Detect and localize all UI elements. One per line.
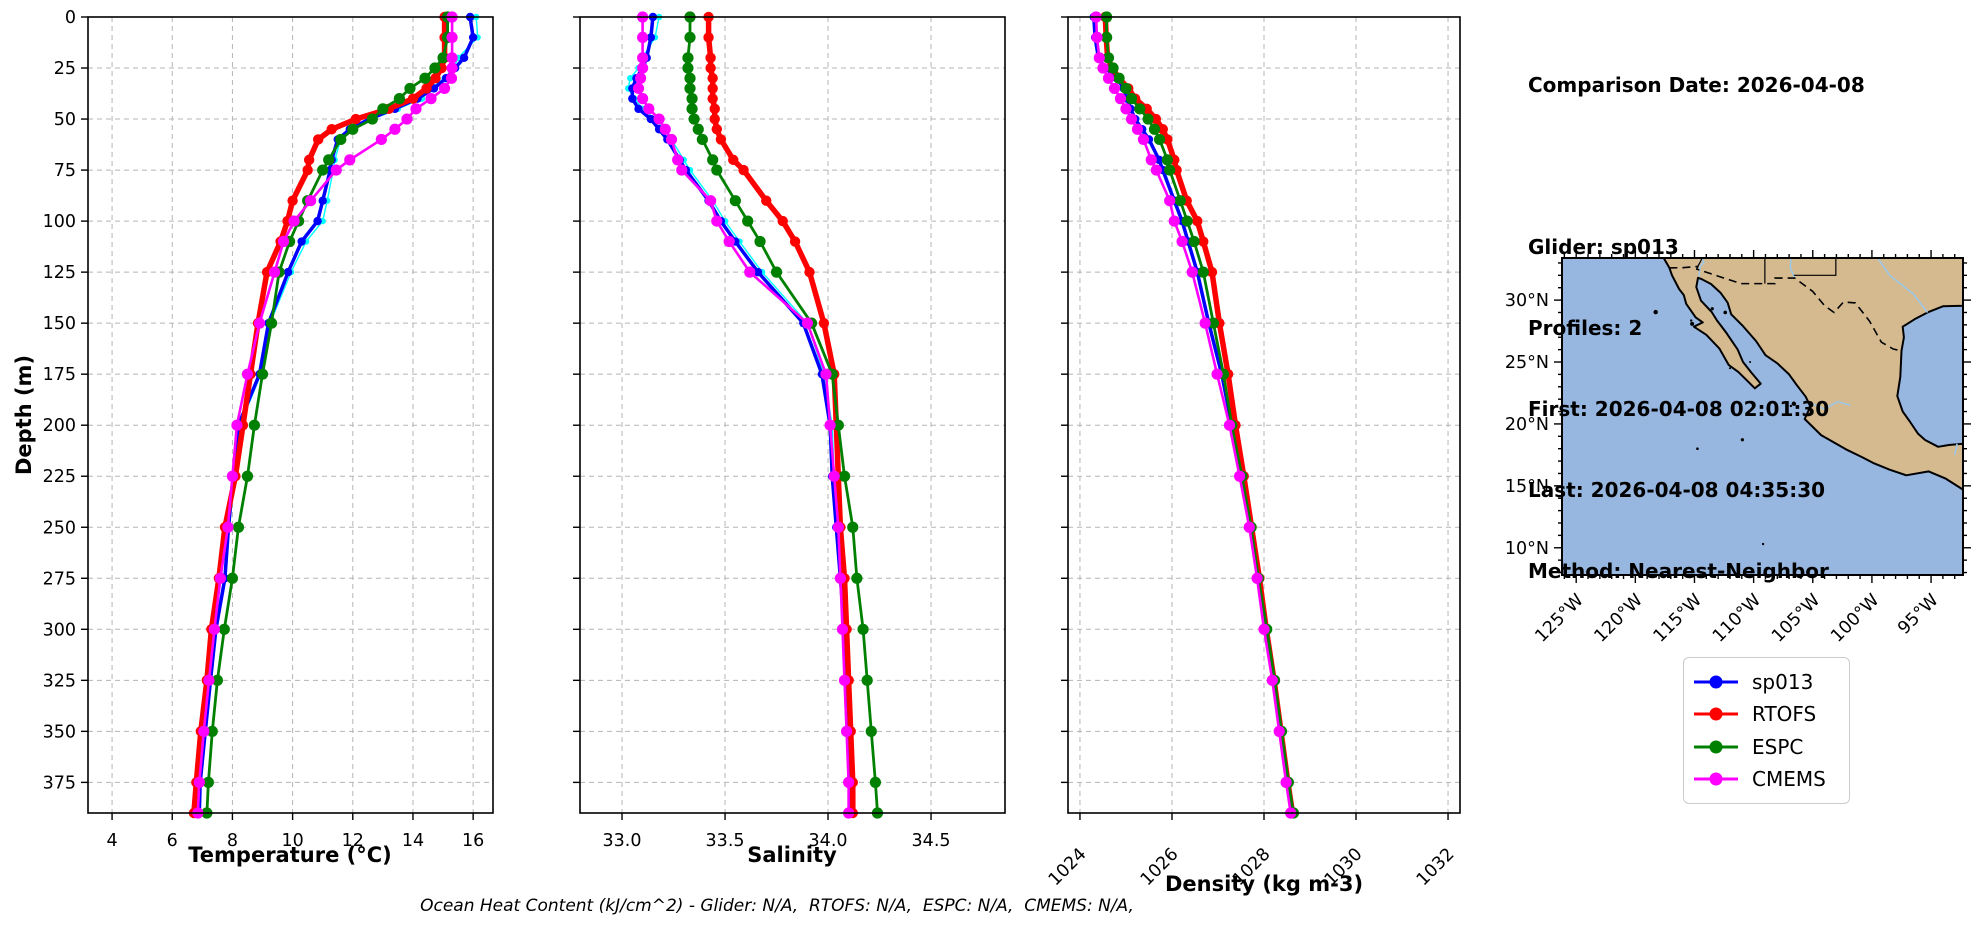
- temperature-xtick-labels: 4 6 8 10 12 14 16: [107, 831, 485, 851]
- svg-text:125: 125: [43, 263, 76, 283]
- svg-text:30°N: 30°N: [1505, 291, 1549, 311]
- salinity-series-ESPC: [682, 11, 884, 819]
- temperature-series-RTOFS: [188, 11, 450, 819]
- svg-text:25: 25: [54, 59, 76, 79]
- svg-text:95°W: 95°W: [1894, 590, 1942, 638]
- espc-line-swatch: [1694, 740, 1738, 754]
- svg-text:4: 4: [107, 831, 118, 851]
- temperature-ticks: [81, 16, 474, 820]
- svg-text:325: 325: [43, 671, 76, 691]
- svg-text:10: 10: [281, 831, 303, 851]
- legend-label-espc: ESPC: [1752, 734, 1804, 759]
- svg-text:150: 150: [43, 314, 76, 334]
- svg-text:375: 375: [43, 773, 76, 793]
- map-state-borders: [1697, 258, 1837, 284]
- svg-text:25°N: 25°N: [1505, 353, 1549, 373]
- cmems-line-swatch: [1694, 772, 1738, 786]
- temperature-gridlines: [88, 16, 493, 813]
- density-series-ESPC: [1101, 11, 1300, 819]
- sp013-line-swatch: [1694, 675, 1738, 689]
- map-ticks: [1554, 250, 1971, 583]
- first-profile-time-text: First: 2026-04-08 02:01:30: [1528, 397, 1830, 421]
- depth-tick-labels: 0 25 50 75 100 125 150 175 200 225 250 275 300 325 350…: [43, 8, 76, 793]
- panel-temperature: 4 6 8 10 12 14 16 0 25 50 75 100 125 150 175 200 225 250 2…: [43, 8, 494, 851]
- temperature-series-CMEMS: [192, 11, 458, 819]
- map-us-mexico-border: [1669, 265, 1902, 352]
- comparison-date-text: Comparison Date: 2026-04-08: [1528, 73, 1865, 97]
- density-axis-title: Density (kg m-3): [1164, 872, 1364, 896]
- map-land-mexico: [1662, 258, 1963, 491]
- legend-label-cmems: CMEMS: [1752, 766, 1826, 791]
- svg-text:200: 200: [43, 416, 76, 436]
- svg-text:6: 6: [167, 831, 178, 851]
- glider-name-text: Glider: sp013: [1528, 235, 1679, 259]
- panel-salinity: 33.0 33.5 34.0 34.5: [573, 11, 1006, 851]
- salinity-xtick-labels: 33.0 33.5 34.0 34.5: [603, 831, 951, 851]
- svg-text:15°N: 15°N: [1505, 477, 1549, 497]
- map-geography: [1562, 258, 1963, 575]
- svg-text:1032: 1032: [1413, 844, 1459, 890]
- info-panel: Comparison Date: 2026-04-08 Glider: sp01…: [1528, 18, 1865, 612]
- svg-text:10°N: 10°N: [1505, 539, 1549, 559]
- temperature-axis-title: Temperature (°C): [188, 843, 392, 867]
- legend: sp013 RTOFS ESPC CMEMS: [1683, 657, 1850, 804]
- legend-item-cmems: CMEMS: [1692, 763, 1839, 795]
- legend-item-rtofs: RTOFS: [1692, 698, 1839, 730]
- legend-label-sp013: sp013: [1752, 670, 1814, 695]
- profiles-count-text: Profiles: 2: [1528, 316, 1643, 340]
- map-rivers: [1698, 258, 1958, 456]
- svg-text:175: 175: [43, 365, 76, 385]
- salinity-gridlines: [580, 16, 1005, 813]
- info-spacer: [1528, 153, 1865, 180]
- svg-text:275: 275: [43, 569, 76, 589]
- legend-item-espc: ESPC: [1692, 731, 1839, 763]
- rtofs-line-swatch: [1694, 707, 1738, 721]
- svg-text:50: 50: [54, 110, 76, 130]
- temperature-frame: [87, 16, 494, 814]
- map-frame: [1561, 257, 1964, 576]
- temperature-series-sp013: [195, 12, 478, 818]
- salinity-series-RTOFS: [703, 11, 858, 819]
- last-profile-time-text: Last: 2026-04-08 04:35:30: [1528, 478, 1826, 502]
- svg-text:250: 250: [43, 518, 76, 538]
- svg-text:12: 12: [342, 831, 364, 851]
- depth-axis-label: Depth (m): [12, 354, 36, 476]
- panel-density: 1024 1026 1028 1030 1032: [1045, 11, 1461, 890]
- method-text: Method: Nearest-Neighbor: [1528, 559, 1829, 583]
- density-series-CMEMS: [1090, 11, 1297, 819]
- svg-text:34.5: 34.5: [912, 831, 951, 851]
- svg-text:1024: 1024: [1045, 844, 1091, 890]
- salinity-frame: [579, 16, 1006, 814]
- salinity-series-sp013-raw-profiles: [625, 13, 856, 817]
- salinity-ticks: [573, 16, 932, 820]
- density-series-sp013: [1089, 12, 1296, 818]
- density-series-RTOFS: [1100, 11, 1298, 819]
- legend-item-sp013: sp013: [1692, 666, 1839, 698]
- density-series-sp013-raw-profiles: [1091, 13, 1296, 817]
- svg-text:0: 0: [65, 8, 76, 28]
- svg-text:100: 100: [43, 212, 76, 232]
- salinity-axis-title: Salinity: [747, 843, 837, 867]
- density-gridlines: [1068, 16, 1460, 813]
- svg-text:34.0: 34.0: [809, 831, 848, 851]
- density-ticks: [1061, 16, 1449, 820]
- svg-text:225: 225: [43, 467, 76, 487]
- svg-text:75: 75: [54, 161, 76, 181]
- svg-text:350: 350: [43, 722, 76, 742]
- legend-label-rtofs: RTOFS: [1752, 702, 1817, 727]
- svg-text:33.0: 33.0: [603, 831, 642, 851]
- map-islands: [1653, 307, 1797, 546]
- svg-text:16: 16: [462, 831, 484, 851]
- svg-text:300: 300: [43, 620, 76, 640]
- svg-text:14: 14: [402, 831, 424, 851]
- svg-text:33.5: 33.5: [706, 831, 745, 851]
- svg-text:20°N: 20°N: [1505, 415, 1549, 435]
- svg-text:8: 8: [227, 831, 238, 851]
- salinity-series-CMEMS: [632, 11, 855, 819]
- ocean-heat-content-caption: Ocean Heat Content (kJ/cm^2) - Glider: N…: [420, 896, 1134, 916]
